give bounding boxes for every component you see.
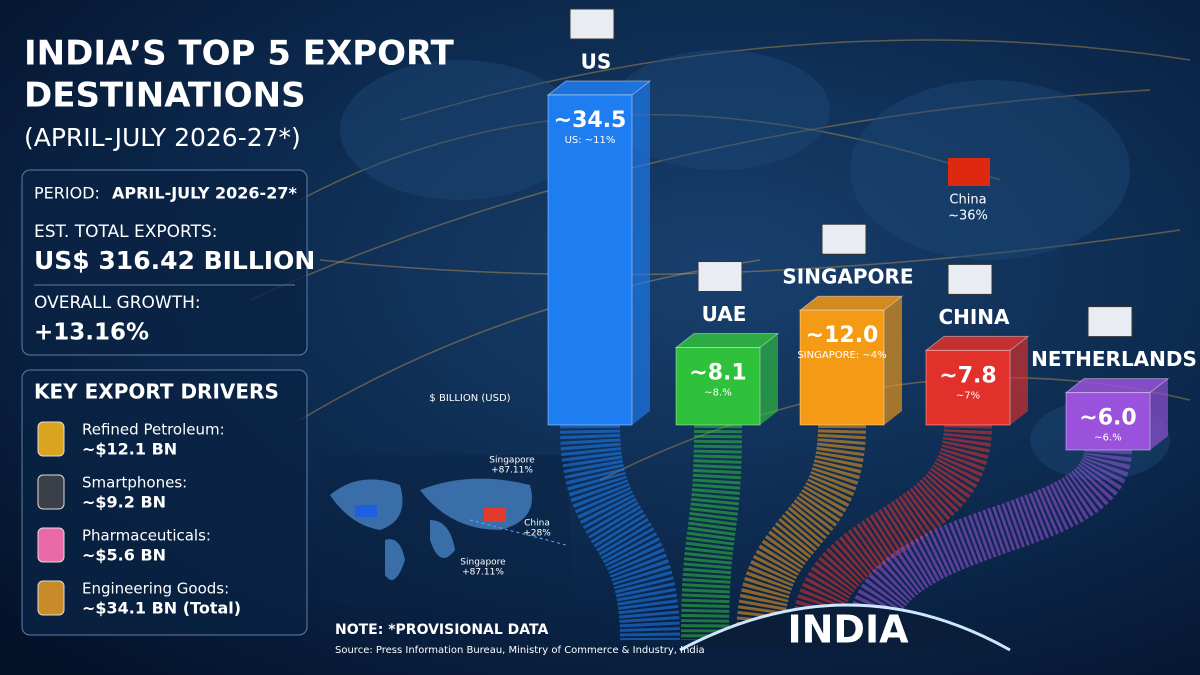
bar-top [798,295,904,311]
export-stream [791,423,992,642]
driver-icon [37,580,65,616]
share-label: US: ~11% [565,135,616,146]
growth-value: +13.16% [34,320,149,346]
bar-side [884,296,902,425]
value-label: ~12.0 [806,323,879,348]
export-stream [681,424,742,641]
bar-side [632,81,650,425]
drivers-panel [21,369,308,636]
category-label: SINGAPORE [782,265,913,289]
flag [821,223,867,255]
map-label: Singapore [489,456,535,466]
share-label: SINGAPORE: ~4% [797,350,886,361]
note: NOTE: *PROVISIONAL DATA [335,622,549,638]
category-label: NETHERLANDS [1031,347,1197,371]
period-label: PERIOD: [34,184,100,203]
bar-side [760,333,778,425]
driver-value: ~$12.1 BN [82,440,177,459]
export-stream [736,424,866,641]
bar [675,347,761,426]
axis-label: $ BILLION (USD) [429,393,510,404]
title-line: (APRIL-JULY 2026-27*) [24,123,301,152]
flag [948,158,990,186]
source: Source: Press Information Bureau, Minist… [335,645,705,656]
summary-panel [21,169,308,356]
bar [547,94,633,426]
drivers-title: KEY EXPORT DRIVERS [34,380,279,404]
driver-name: Pharmaceuticals: [82,527,211,545]
bar-top [674,333,780,349]
origin-label: INDIA [787,608,909,652]
india-arc [679,603,1011,652]
share-label: ~7% [956,390,980,401]
category-label: CHINA [938,305,1010,329]
flag [569,8,615,40]
driver-icon [37,527,65,563]
exports-label: EST. TOTAL EXPORTS: [34,222,218,242]
bar-side [1010,336,1028,425]
period: APRIL-JULY 2026-27* [112,184,297,203]
value-label: ~6.0 [1079,406,1136,431]
driver-value: ~$5.6 BN [82,546,166,565]
driver-name: Smartphones: [82,474,187,492]
value-label: ~7.8 [939,363,996,388]
value-label: ~34.5 [554,108,627,133]
bar-top [546,80,652,96]
flag [1087,306,1133,338]
driver-value: ~$9.2 BN [82,493,166,512]
driver-icon [37,421,65,457]
driver-icon [37,474,65,510]
growth-label: OVERALL GROWTH: [34,293,201,313]
bar-side [1150,378,1168,450]
driver-name: Engineering Goods: [82,580,229,598]
bar [925,349,1011,426]
bar-top [1064,378,1170,394]
category-label: US [581,50,612,74]
driver-name: Refined Petroleum: [82,421,225,439]
map-label: +28% [523,529,551,539]
map-label: +87.11% [491,466,533,476]
export-stream [560,424,680,641]
value-label: ~8.1 [689,361,746,386]
exports-value: US$ 316.42 BILLION [34,246,315,275]
map-label: China [524,519,550,529]
bar [1065,392,1151,451]
bar-top [924,335,1030,351]
title-line: DESTINATIONS [24,76,306,116]
share-label: ~6.% [1094,433,1121,444]
map-label: +87.11% [462,568,504,578]
flag [947,263,993,295]
share-label: ~8.% [704,388,731,399]
flag [697,261,743,293]
title-line: INDIA’S TOP 5 EXPORT [24,34,455,74]
map-label: Singapore [460,558,506,568]
china-note: ~36% [948,209,988,224]
china-note: China [949,193,986,208]
bar [799,309,885,426]
export-stream [846,447,1132,642]
category-label: UAE [702,302,747,326]
mini-map [320,455,570,605]
driver-value: ~$34.1 BN (Total) [82,599,241,618]
